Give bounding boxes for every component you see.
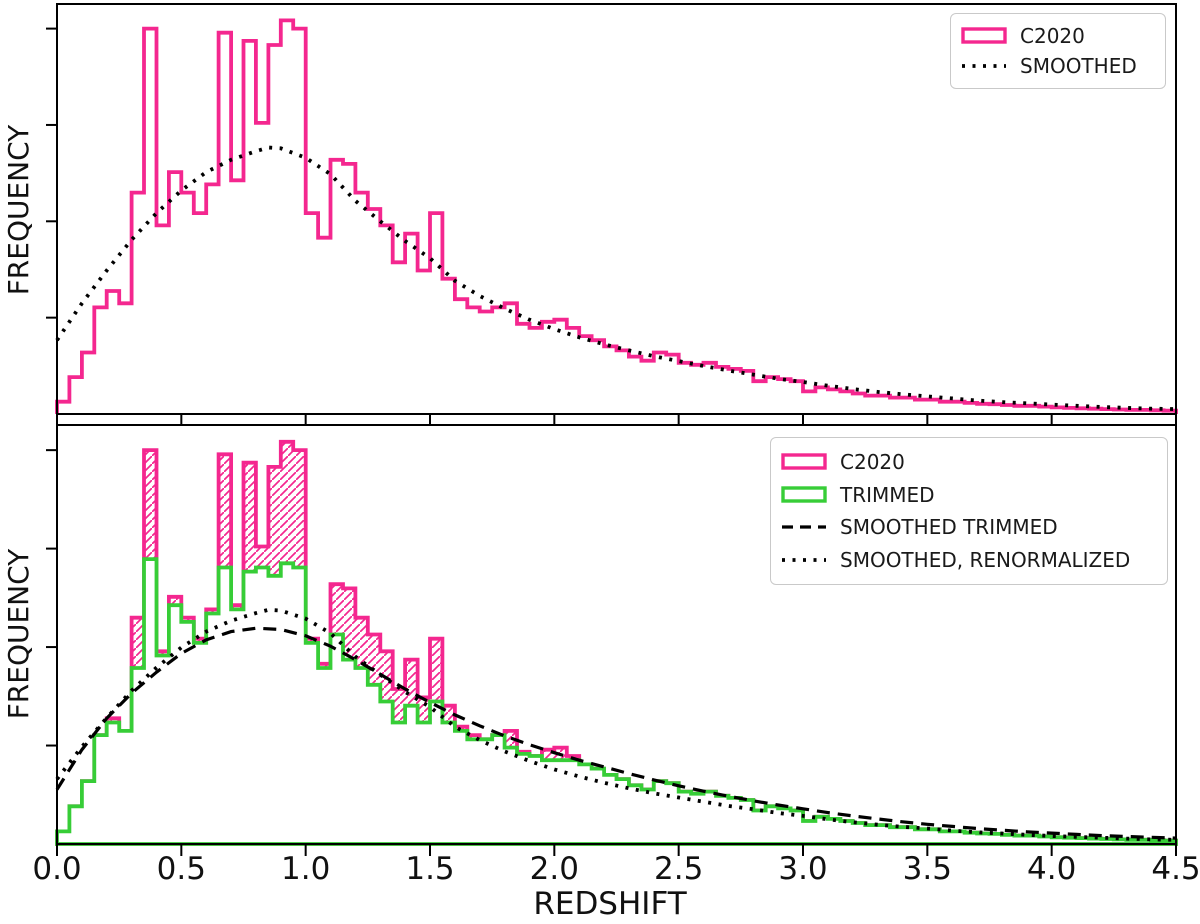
series-bottom-trimmed: [55, 557, 1178, 846]
x-tick-label-4.0: 4.0: [1027, 851, 1077, 887]
panel-border-bottom: [56, 424, 1177, 845]
legend-item-smoothed: SMOOTHED: [961, 54, 1155, 78]
legend-label-smoothed-trimmed: SMOOTHED TRIMMED: [840, 515, 1058, 540]
legend-label-c2020: C2020: [840, 450, 905, 475]
x-tick-label-3.5: 3.5: [902, 851, 952, 887]
legend-item-c2020: C2020: [781, 450, 1157, 474]
curve-bottom-dashed: [55, 626, 1177, 840]
series-top-c2020: [55, 18, 1178, 414]
legend-item-c2020: C2020: [961, 24, 1155, 48]
legend-top-panel: C2020 SMOOTHED: [950, 13, 1166, 89]
panel-border-top: [56, 3, 1177, 415]
legend-label-smoothed: SMOOTHED: [1020, 54, 1137, 78]
trimmed-swatch-icon: [781, 486, 827, 503]
y-axis-label-top: FREQUENCY: [2, 124, 35, 296]
x-tick-label-0.0: 0.0: [32, 851, 82, 887]
x-tick-label-1.5: 1.5: [405, 851, 455, 887]
x-axis-label: REDSHIFT: [533, 886, 687, 922]
x-tick-label-2.0: 2.0: [529, 851, 579, 887]
legend-label-trimmed: TRIMMED: [840, 482, 935, 507]
x-tick-label-1.0: 1.0: [281, 851, 331, 887]
legend-label-smoothed-renormalized: SMOOTHED, RENORMALIZED: [840, 547, 1131, 572]
dotted-line-swatch-icon: [782, 557, 826, 562]
curve-top-dotted: [55, 145, 1177, 411]
panel-bottom: [46, 424, 1178, 846]
panel-top: [46, 3, 1178, 415]
legend-item-smoothed-trimmed: SMOOTHED TRIMMED: [781, 515, 1157, 539]
dashed-line-swatch-icon: [782, 525, 826, 529]
x-tick-label-2.5: 2.5: [654, 851, 704, 887]
y-axis-label-bottom: FREQUENCY: [2, 548, 35, 720]
c2020-swatch-icon: [961, 27, 1007, 44]
x-tick-label-4.5: 4.5: [1151, 851, 1200, 887]
dotted-line-swatch-icon: [962, 64, 1006, 68]
x-tick-label-0.5: 0.5: [156, 851, 206, 887]
legend-item-smoothed-renormalized: SMOOTHED, RENORMALIZED: [781, 548, 1157, 572]
legend-item-trimmed: TRIMMED: [781, 483, 1157, 507]
legend-label-c2020: C2020: [1020, 24, 1085, 48]
x-tick-label-3.0: 3.0: [778, 851, 828, 887]
legend-bottom-panel: C2020 TRIMMED SMOOTHED TRIMMED SMOOTHED,…: [770, 437, 1168, 585]
c2020-swatch-icon: [781, 453, 827, 471]
